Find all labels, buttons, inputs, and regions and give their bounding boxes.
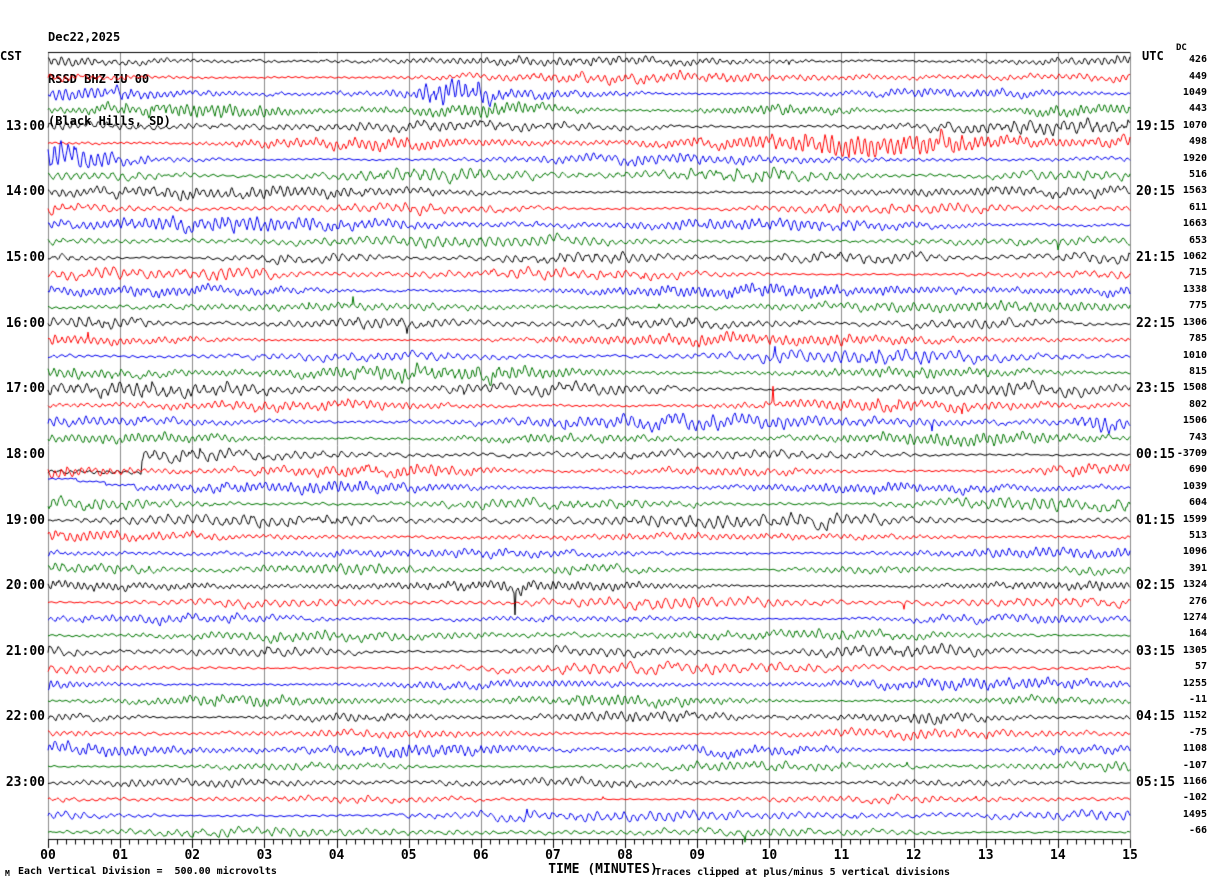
dc-value: 391 xyxy=(1188,562,1207,574)
dc-value: 57 xyxy=(1194,661,1207,673)
minute-tick-label: 05 xyxy=(400,848,417,863)
dc-value: 498 xyxy=(1188,136,1207,148)
hour-label-utc: 00:15 xyxy=(1136,446,1176,462)
dc-value: -102 xyxy=(1182,792,1207,804)
dc-value: -11 xyxy=(1188,694,1207,706)
hour-label-utc: 21:15 xyxy=(1136,250,1176,266)
dc-value: 1508 xyxy=(1182,382,1207,394)
hour-label-utc: 19:15 xyxy=(1136,118,1176,134)
minute-tick-label: 12 xyxy=(905,848,922,863)
minute-tick-label: 06 xyxy=(472,848,489,863)
dc-value: 1563 xyxy=(1182,185,1207,197)
dc-value: 1062 xyxy=(1182,251,1207,263)
dc-value: 802 xyxy=(1188,398,1207,410)
dc-value: 164 xyxy=(1188,628,1207,640)
minute-tick-label: 08 xyxy=(617,848,633,863)
dc-value: -66 xyxy=(1188,825,1207,837)
dc-value: 1255 xyxy=(1182,677,1207,689)
minute-tick-label: 00 xyxy=(40,848,56,863)
dc-value: 426 xyxy=(1188,54,1207,66)
hour-label-cst: 15:00 xyxy=(5,250,45,266)
minute-tick-label: 10 xyxy=(761,848,778,863)
hour-label-cst: 22:00 xyxy=(5,709,45,725)
dc-value: 1306 xyxy=(1182,316,1207,328)
minute-tick-label: 14 xyxy=(1050,848,1066,863)
hour-label-utc: 05:15 xyxy=(1136,775,1176,791)
dc-value: 1010 xyxy=(1182,349,1207,361)
minute-tick-label: 03 xyxy=(256,848,273,863)
dc-value: 775 xyxy=(1188,300,1207,312)
dc-value: 1166 xyxy=(1182,776,1207,788)
dc-value: 449 xyxy=(1188,70,1207,82)
dc-value: 1305 xyxy=(1182,644,1207,656)
dc-value: 1070 xyxy=(1182,119,1207,131)
minute-tick-label: 15 xyxy=(1122,848,1138,863)
dc-value: 611 xyxy=(1188,201,1207,213)
minute-tick-label: 13 xyxy=(977,848,994,863)
hour-label-cst: 21:00 xyxy=(5,643,45,659)
hour-label-utc: 01:15 xyxy=(1136,512,1176,528)
dc-value: 1663 xyxy=(1182,218,1207,230)
dc-value: 1338 xyxy=(1182,283,1207,295)
dc-value: 1274 xyxy=(1182,612,1207,624)
dc-value: 690 xyxy=(1188,464,1207,476)
hour-label-utc: 23:15 xyxy=(1136,381,1176,397)
hour-label-cst: 14:00 xyxy=(5,184,45,200)
dc-value: 1152 xyxy=(1182,710,1207,722)
hour-label-cst: 13:00 xyxy=(5,118,45,134)
hour-label-cst: 19:00 xyxy=(5,512,45,528)
hour-label-cst: 23:00 xyxy=(5,775,45,791)
hour-label-utc: 03:15 xyxy=(1136,643,1176,659)
x-axis-title: TIME (MINUTES) xyxy=(548,862,658,877)
dc-value: 1096 xyxy=(1182,546,1207,558)
vertical-scale-note: Each Vertical Division = 500.00 microvol… xyxy=(18,866,277,877)
minute-tick-label: 01 xyxy=(112,848,128,863)
dc-value: 1039 xyxy=(1182,480,1207,492)
dc-value: 276 xyxy=(1188,595,1207,607)
dc-value: 815 xyxy=(1188,365,1207,377)
minute-tick-label: 04 xyxy=(328,848,345,863)
dc-value: 1495 xyxy=(1182,808,1207,820)
dc-value: -107 xyxy=(1182,759,1207,771)
dc-value: 1049 xyxy=(1182,87,1207,99)
dc-value: 653 xyxy=(1188,234,1207,246)
dc-value: 443 xyxy=(1188,103,1207,115)
dc-value: 1920 xyxy=(1182,152,1207,164)
hour-label-utc: 02:15 xyxy=(1136,578,1176,594)
dc-value: 1506 xyxy=(1182,415,1207,427)
dc-value: 785 xyxy=(1188,333,1207,345)
dc-value: 1108 xyxy=(1182,743,1207,755)
dc-value: 715 xyxy=(1188,267,1207,279)
dc-value: 513 xyxy=(1188,529,1207,541)
hour-label-cst: 20:00 xyxy=(5,578,45,594)
dc-value: 604 xyxy=(1188,497,1207,509)
dc-value: 516 xyxy=(1188,169,1207,181)
hour-label-utc: 04:15 xyxy=(1136,709,1176,725)
dc-value: -75 xyxy=(1188,726,1207,738)
hour-label-utc: 20:15 xyxy=(1136,184,1176,200)
minute-tick-label: 09 xyxy=(689,848,706,863)
hour-label-utc: 22:15 xyxy=(1136,315,1176,331)
minute-tick-label: 07 xyxy=(545,848,561,863)
corner-watermark: M xyxy=(5,869,10,878)
dc-value: -3709 xyxy=(1176,447,1207,459)
hour-label-cst: 18:00 xyxy=(5,446,45,462)
hour-label-cst: 16:00 xyxy=(5,315,45,331)
dc-value: 743 xyxy=(1188,431,1207,443)
minute-tick-label: 02 xyxy=(184,848,201,863)
dc-value: 1324 xyxy=(1182,579,1207,591)
hour-label-cst: 17:00 xyxy=(5,381,45,397)
minute-tick-label: 11 xyxy=(833,848,850,863)
clip-note: Traces clipped at plus/minus 5 vertical … xyxy=(655,867,951,878)
dc-value: 1599 xyxy=(1182,513,1207,525)
